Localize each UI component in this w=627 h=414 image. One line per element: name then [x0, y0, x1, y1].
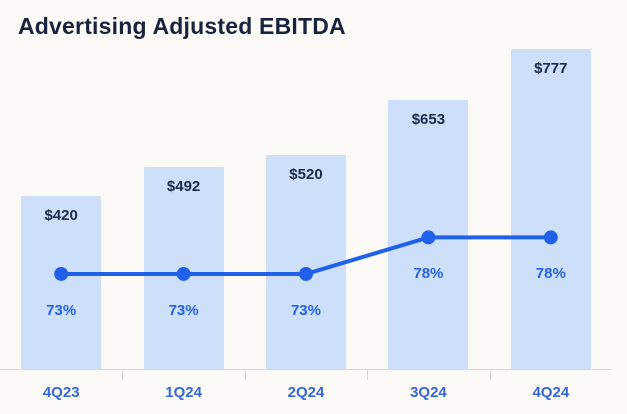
axis-tick [367, 370, 369, 380]
bar [21, 196, 102, 369]
bar-value-label: $520 [289, 166, 323, 184]
bar [510, 49, 591, 369]
bar-value-label: $420 [44, 207, 78, 225]
category-label: 4Q24 [532, 383, 570, 401]
line-point-label: 73% [46, 301, 77, 319]
category-label: 2Q24 [287, 383, 325, 401]
bar [388, 100, 469, 369]
bar [143, 166, 224, 369]
category-label: 3Q24 [410, 383, 447, 401]
chart-title: Advertising Adjusted EBITDA [18, 13, 346, 39]
bar-value-label: $492 [166, 177, 201, 195]
plot-area: $420 73% $492 73% $520 73% $653 78% $777 78% [0, 40, 612, 369]
x-axis: 4Q23 1Q24 2Q24 3Q24 4Q24 [0, 369, 612, 414]
axis-tick [122, 370, 124, 380]
line-point-label: 73% [168, 301, 199, 319]
line-point-label: 78% [535, 265, 566, 283]
bar-value-label: $653 [411, 111, 446, 129]
line-point-label: 73% [290, 301, 321, 319]
category-label: 1Q24 [165, 383, 202, 401]
axis-tick [244, 370, 246, 380]
bar [266, 155, 346, 369]
bar-value-label: $777 [534, 60, 568, 78]
axis-tick [489, 370, 491, 380]
category-label: 4Q23 [42, 383, 80, 401]
line-point-label: 78% [413, 265, 444, 283]
